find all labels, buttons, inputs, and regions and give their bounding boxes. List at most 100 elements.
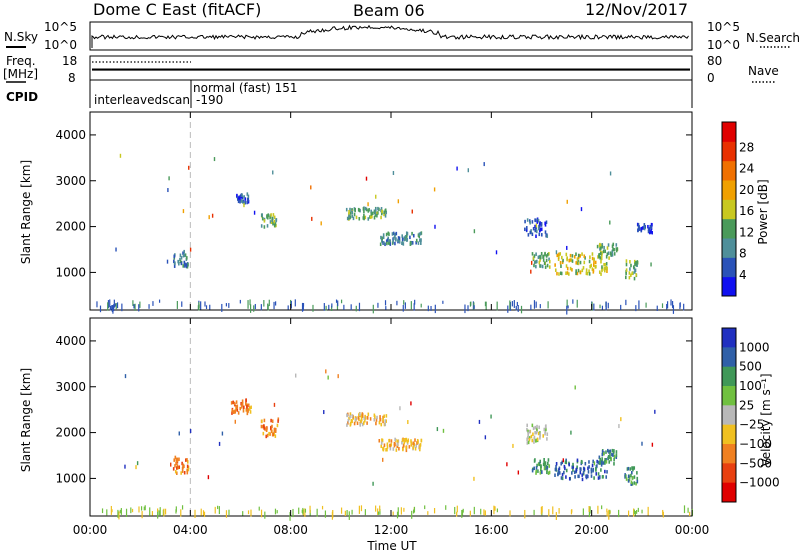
- echo-mark: [556, 271, 558, 276]
- echo-mark: [239, 406, 242, 411]
- echo-mark: [552, 506, 554, 515]
- echo-mark: [538, 462, 541, 467]
- echo-mark: [683, 303, 685, 311]
- echo-mark: [186, 256, 188, 260]
- echo-mark: [239, 200, 241, 204]
- velocity-colorbar: 1000 500 100 25 −25 −100 −500 −1000: [721, 327, 780, 503]
- echo-mark: [370, 212, 373, 216]
- colorbar-tick-label: 16: [739, 204, 754, 218]
- echo-mark: [416, 441, 418, 445]
- echo-mark: [187, 465, 190, 470]
- echo-mark: [240, 199, 243, 203]
- echo-mark: [575, 271, 577, 276]
- echo-mark: [605, 301, 607, 310]
- echo-mark: [603, 267, 606, 271]
- echo-mark: [183, 249, 185, 254]
- echo-mark: [266, 433, 269, 438]
- echo-mark: [194, 509, 196, 518]
- echo-mark: [235, 400, 238, 404]
- echo-mark: [568, 272, 570, 276]
- echo-mark: [600, 460, 603, 464]
- echo-mark: [144, 505, 146, 511]
- echo-mark: [276, 510, 278, 514]
- echo-mark: [386, 238, 389, 242]
- echo-mark: [320, 221, 322, 226]
- echo-mark: [186, 458, 188, 462]
- echo-mark: [651, 442, 654, 447]
- echo-mark: [509, 510, 511, 517]
- echo-mark: [540, 464, 542, 469]
- echo-mark: [533, 440, 535, 444]
- echo-mark: [178, 261, 180, 266]
- echo-mark: [572, 299, 574, 304]
- echo-mark: [577, 255, 580, 260]
- echo-mark: [331, 305, 333, 311]
- echo-mark: [244, 200, 246, 205]
- echo-mark: [594, 265, 597, 269]
- echo-mark: [168, 176, 170, 181]
- echo-mark: [389, 242, 392, 246]
- beam-label: Beam 06: [353, 1, 425, 20]
- echo-mark: [597, 505, 599, 514]
- echo-mark: [149, 507, 151, 516]
- echo-mark: [535, 438, 538, 443]
- echo-mark: [630, 263, 632, 268]
- echo-mark: [672, 305, 675, 314]
- echo-mark: [364, 419, 366, 423]
- echo-mark: [398, 447, 400, 451]
- echo-mark: [598, 475, 601, 480]
- echo-mark: [473, 305, 475, 309]
- echo-mark: [174, 455, 177, 460]
- echo-mark: [302, 507, 304, 515]
- echo-mark: [379, 415, 381, 419]
- echo-mark: [271, 432, 274, 437]
- echo-mark: [113, 299, 115, 308]
- echo-mark: [353, 421, 356, 426]
- echo-mark: [361, 422, 364, 427]
- echo-mark: [576, 271, 579, 276]
- echo-mark: [478, 419, 481, 424]
- echo-mark: [571, 465, 574, 469]
- echo-mark: [234, 419, 236, 424]
- echo-mark: [376, 213, 378, 218]
- echo-mark: [270, 418, 272, 423]
- echo-mark: [485, 301, 487, 310]
- echo-mark: [557, 472, 559, 477]
- echo-mark: [384, 419, 387, 423]
- echo-mark: [565, 271, 567, 275]
- nsearch-label: N.Search: [746, 31, 800, 45]
- echo-mark: [174, 261, 176, 266]
- echo-mark: [183, 260, 186, 265]
- echo-mark: [124, 464, 126, 469]
- echo-mark: [529, 230, 532, 235]
- echo-mark: [532, 256, 535, 260]
- echo-mark: [548, 257, 550, 262]
- echo-mark: [382, 241, 384, 245]
- echo-mark: [396, 511, 399, 519]
- echo-mark: [634, 262, 636, 267]
- echo-mark: [246, 200, 248, 205]
- echo-mark: [228, 303, 230, 308]
- echo-mark: [375, 421, 377, 426]
- echo-mark: [629, 267, 631, 271]
- echo-mark: [392, 231, 395, 236]
- echo-mark: [383, 241, 385, 245]
- echo-mark: [603, 460, 606, 464]
- echo-mark: [371, 211, 374, 216]
- echo-mark: [585, 268, 588, 272]
- echo-mark: [402, 304, 404, 312]
- velocity-colorbar-label: Velocity [m s⁻¹]: [759, 373, 773, 466]
- echo-mark: [405, 438, 407, 443]
- echo-mark: [606, 252, 609, 256]
- echo-mark: [581, 252, 583, 256]
- echo-mark: [377, 302, 379, 308]
- echo-mark: [599, 457, 601, 462]
- echo-mark: [534, 228, 537, 233]
- echo-mark: [177, 465, 179, 470]
- echo-mark: [404, 437, 406, 442]
- echo-mark: [352, 216, 355, 221]
- echo-mark: [407, 420, 409, 425]
- echo-mark: [143, 506, 145, 511]
- echo-mark: [262, 424, 264, 429]
- echo-mark: [380, 211, 383, 216]
